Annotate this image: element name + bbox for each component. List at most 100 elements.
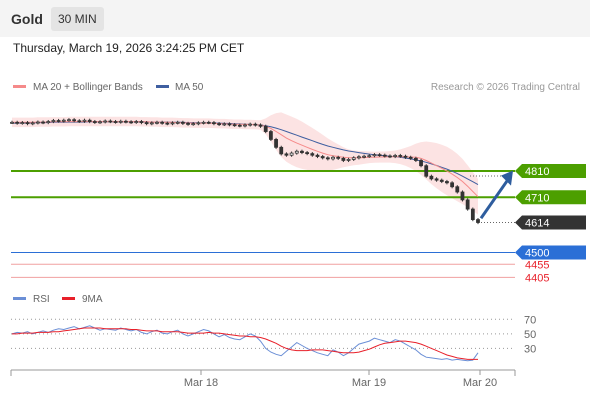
forecast-arrow-shaft [479,178,510,220]
candle-body [424,165,429,177]
bollinger-band [12,112,478,215]
candle-body [108,120,113,123]
candle-body [155,121,159,124]
candle-body [82,119,87,122]
candle-body [450,182,455,188]
candle-body [165,122,170,125]
rsi-ma-line [12,327,478,360]
candle-body [408,156,413,159]
candle-body [403,155,408,158]
candle-body [124,120,128,123]
candle-body [243,124,247,127]
candle-body [289,152,294,156]
x-tick-label: Mar 20 [463,377,497,389]
level-tag-4500 [515,245,586,260]
candle-body [465,199,470,210]
candle-body [268,131,273,140]
candle-body [25,122,30,125]
candle-body [20,122,25,125]
timeframe-button[interactable]: 30 MIN [51,7,104,31]
candle-body [46,121,51,124]
legend-9ma-swatch [62,297,75,300]
candle-body [212,122,216,125]
candle-body [263,125,268,132]
candle-body [284,153,289,156]
last-price-tag [515,215,586,230]
candle-body [274,139,278,148]
candle-body [419,160,423,167]
candle-body [144,122,149,125]
candle-body [388,155,392,158]
legend-ma20-swatch [13,85,26,88]
candle-body [196,122,201,125]
chart-credit: Research © 2026 Trading Central [431,82,580,93]
candle-body [201,121,206,124]
candle-body [320,156,325,159]
candle-body [139,121,144,124]
candle-body [61,119,66,122]
legend-ma20-label: MA 20 + Bollinger Bands [33,82,143,93]
candle-body [460,191,465,201]
candle-body [315,154,320,157]
candle-body [35,121,40,124]
legend-9ma-label: 9MA [82,294,103,305]
candle-body [41,121,45,124]
candle-body [129,121,133,124]
legend-rsi-swatch [13,297,26,300]
candle-body [258,124,263,127]
candle-body [305,152,310,155]
candle-body [160,121,165,124]
level-label-4455: 4455 [525,259,549,271]
candle-body [346,159,351,161]
candle-body [87,119,92,122]
level-tag-4710 [515,190,586,205]
candle-body [434,178,439,181]
candle-body [10,121,14,124]
candle-body [341,157,346,161]
last-price-label: 4614 [525,217,549,229]
candle-body [398,155,403,157]
candle-body [180,121,185,124]
candle-body [92,121,97,123]
candle-body [30,122,35,125]
candle-body [294,150,299,154]
rsi-tick-70: 70 [524,314,536,326]
candle-body [191,123,196,126]
instrument-name: Gold [11,11,43,27]
candle-body [175,121,180,124]
candle-body [56,120,61,122]
candle-body [98,121,102,124]
candle-body [310,153,315,156]
level-label-4405: 4405 [525,272,549,284]
candle-body [222,123,227,126]
candle-body [77,120,82,123]
candle-body [15,121,20,124]
candle-body [113,121,118,123]
candle-body [72,119,77,122]
x-tick-label: Mar 19 [352,377,386,389]
candle-body [118,120,123,123]
candle-body [227,123,232,126]
candle-body [476,219,480,223]
candle-body [393,155,398,157]
level-label-4500: 4500 [525,247,549,259]
candle-body [429,175,434,180]
chart-datetime: Thursday, March 19, 2026 3:24:25 PM CET [13,41,245,55]
candle-body [170,122,175,125]
candle-body [439,179,444,182]
candle-body [372,154,377,157]
candle-body [413,157,418,161]
candle-body [237,124,242,127]
legend-ma50-swatch [156,85,169,88]
candle-body [470,208,475,220]
candle-body [351,157,356,160]
candle-body [279,146,284,155]
x-tick-label: Mar 18 [184,377,218,389]
level-tag-4810 [515,163,586,178]
candle-body [51,120,56,122]
legend-ma50-label: MA 50 [175,82,204,93]
level-label-4710: 4710 [525,192,549,204]
legend-rsi-label: RSI [33,294,50,305]
candle-body [325,157,330,160]
